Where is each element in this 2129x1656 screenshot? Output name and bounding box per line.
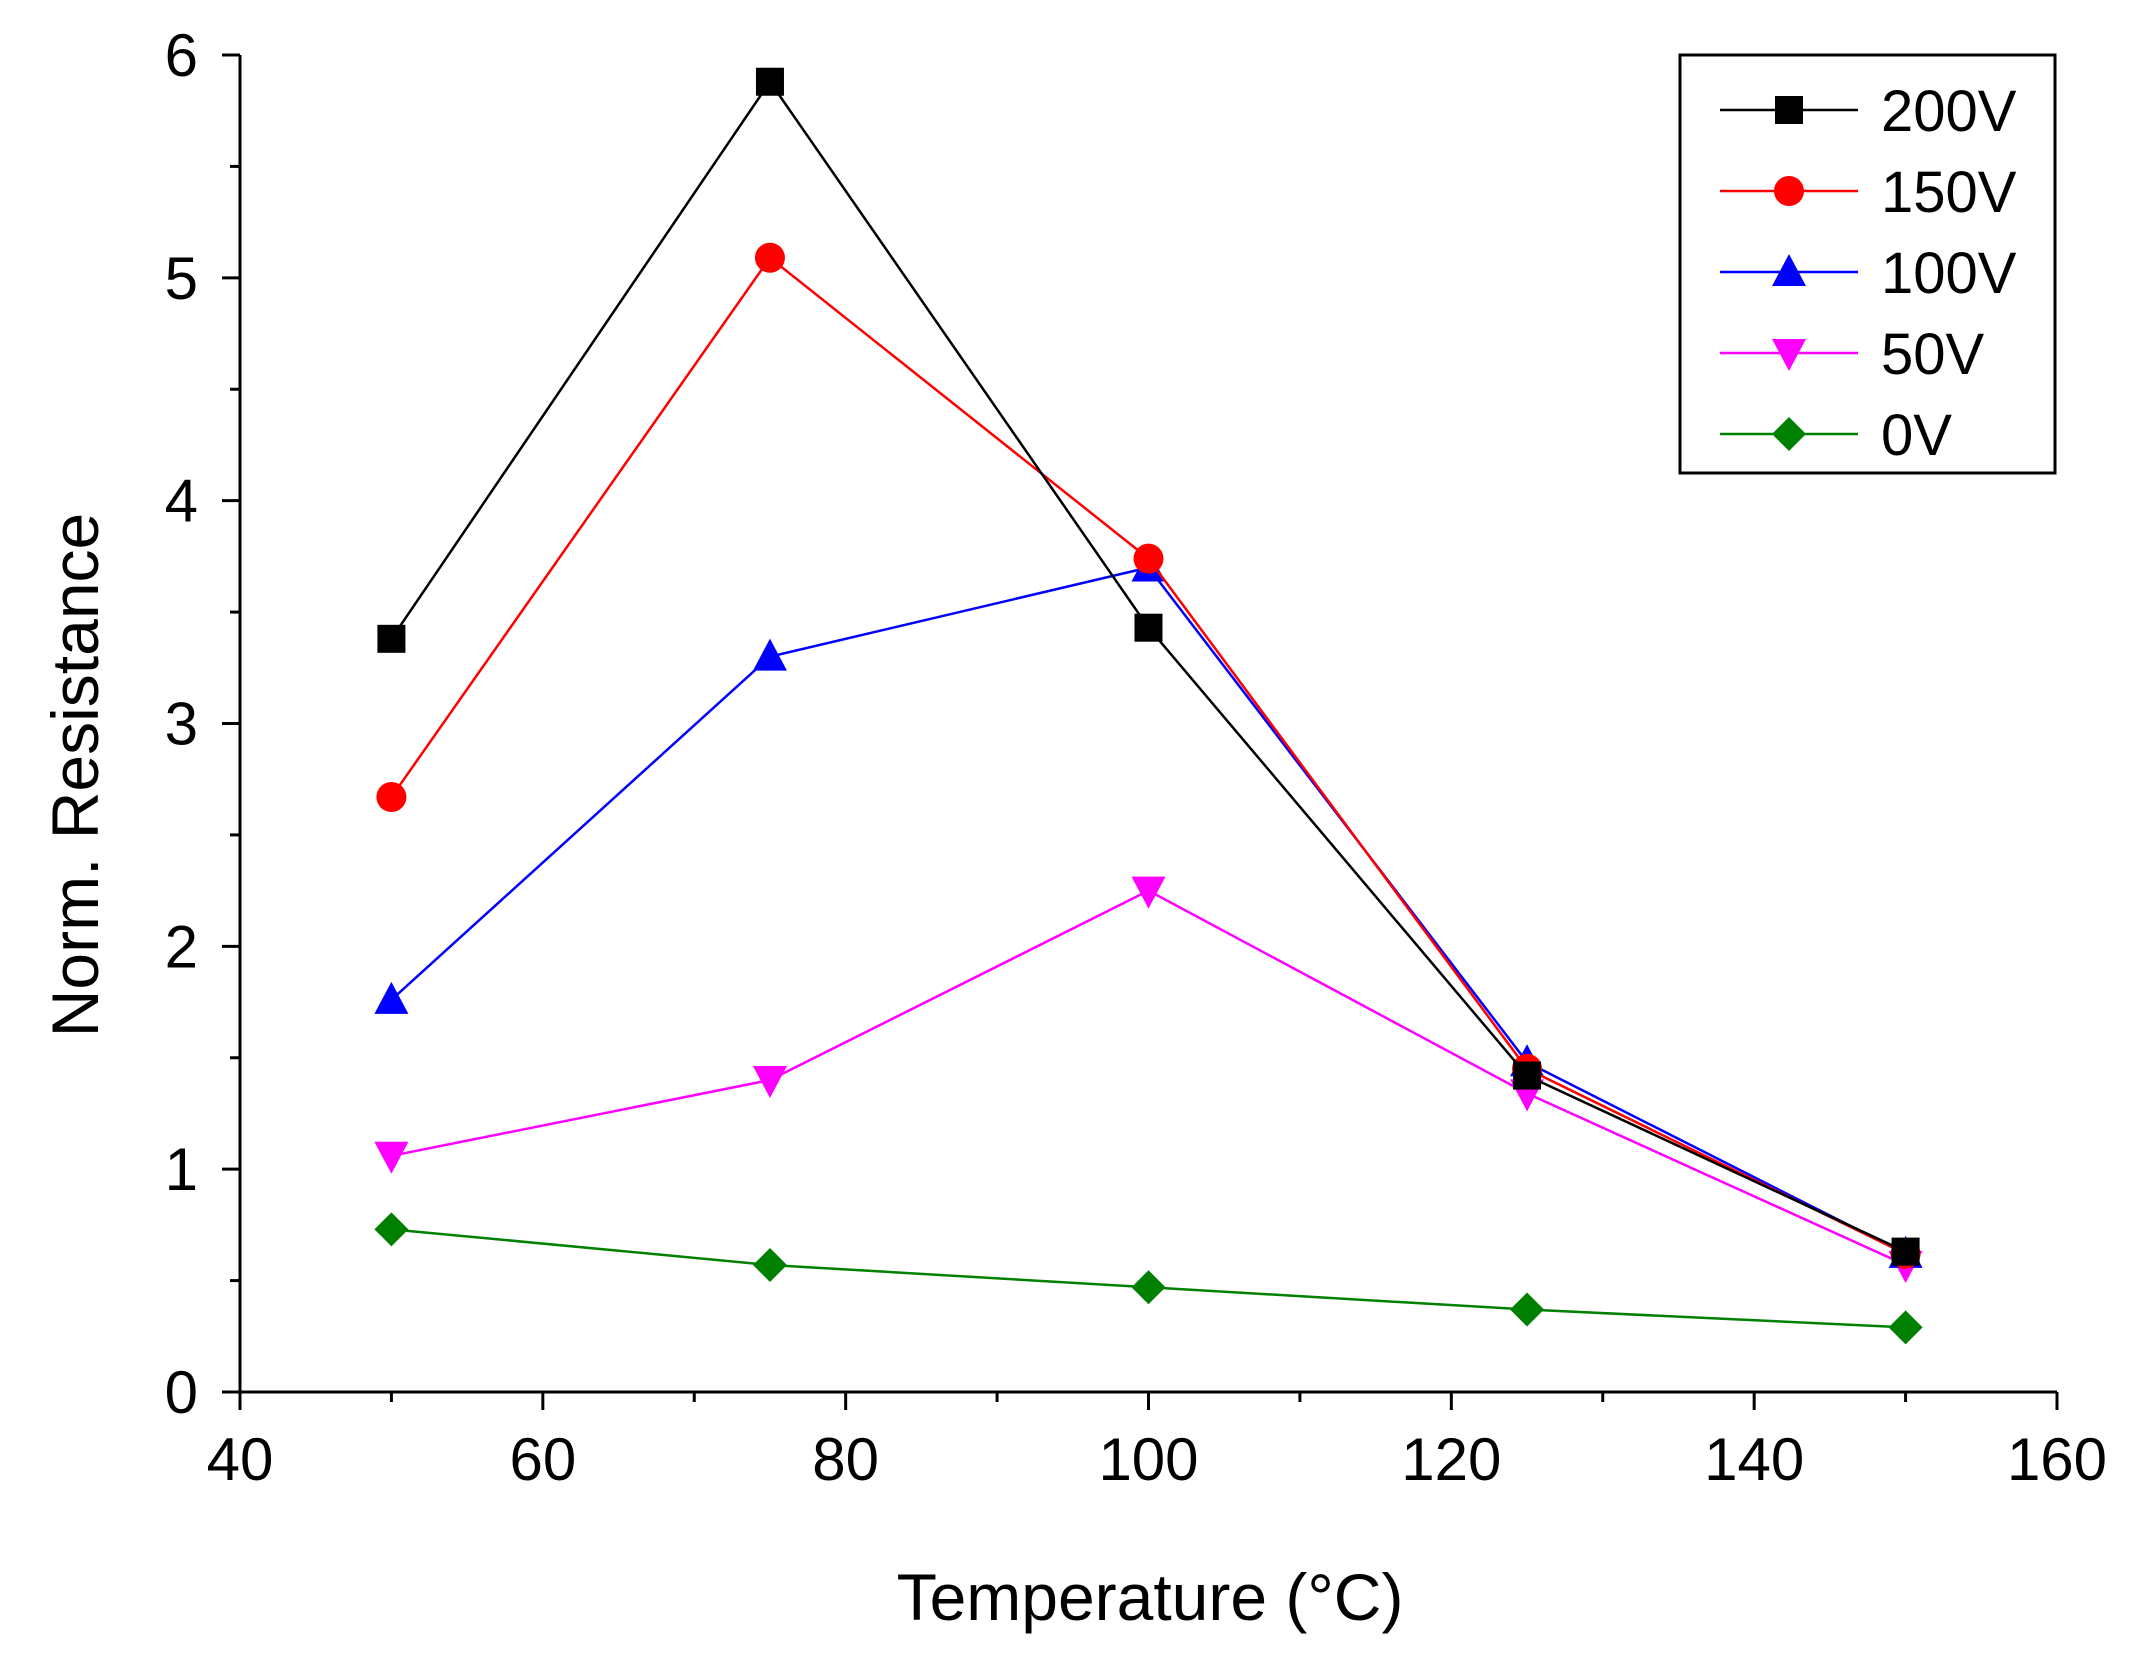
y-tick-label: 0 <box>165 1359 198 1426</box>
legend-label: 150V <box>1881 160 2017 225</box>
data-point <box>755 67 784 96</box>
legend-label: 50V <box>1881 322 1985 387</box>
legend: 200V 150V 100V 50V 0V <box>1678 53 2057 475</box>
x-tick-label: 120 <box>1401 1426 1501 1493</box>
data-point <box>1131 1270 1166 1305</box>
y-tick-label: 6 <box>165 22 198 89</box>
x-tick-label: 40 <box>207 1426 274 1493</box>
axes: 40 60 80 100 120 140 160 0 1 2 3 4 5 6 <box>165 22 2107 1493</box>
legend-entry: 50V <box>1720 322 1985 387</box>
data-point <box>752 1247 787 1282</box>
data-point <box>1133 543 1164 574</box>
data-point <box>374 1141 409 1174</box>
legend-marker <box>1772 417 1806 451</box>
data-point <box>1888 1310 1923 1345</box>
y-tick-label: 2 <box>165 913 198 980</box>
legend-entry: 200V <box>1720 79 2017 144</box>
legend-label: 0V <box>1881 403 1952 468</box>
data-point <box>376 782 407 813</box>
y-tick-label: 3 <box>165 691 198 758</box>
series-group <box>374 67 1923 1345</box>
data-point <box>374 1212 409 1247</box>
legend-marker <box>1774 176 1804 206</box>
x-tick-label: 100 <box>1098 1426 1198 1493</box>
legend-entry: 100V <box>1720 241 2017 306</box>
y-tick-label: 5 <box>165 245 198 312</box>
data-point <box>754 242 785 273</box>
data-point <box>1891 1237 1920 1266</box>
legend-label: 100V <box>1881 241 2017 306</box>
x-tick-label: 140 <box>1704 1426 1804 1493</box>
legend-entry: 150V <box>1720 160 2017 225</box>
y-axis-title: Norm. Resistance <box>38 513 112 1038</box>
x-tick-label: 160 <box>2007 1426 2107 1493</box>
series-200V <box>377 67 1920 1266</box>
legend-label: 200V <box>1881 79 2017 144</box>
legend-marker <box>1772 339 1806 371</box>
data-point <box>752 1066 787 1099</box>
y-tick-label: 4 <box>165 468 198 535</box>
series-0V <box>374 1212 1923 1345</box>
data-point <box>1510 1292 1545 1327</box>
legend-marker <box>1775 96 1803 124</box>
data-point <box>752 638 787 671</box>
data-point <box>1131 876 1166 909</box>
legend-box <box>1678 53 2057 475</box>
data-point <box>374 981 409 1014</box>
x-axis-title: Temperature (°C) <box>897 1560 1404 1634</box>
x-tick-label: 60 <box>509 1426 576 1493</box>
y-tick-label: 1 <box>165 1136 198 1203</box>
legend-entry: 0V <box>1720 403 1952 468</box>
data-point <box>1513 1061 1542 1090</box>
x-tick-label: 80 <box>812 1426 879 1493</box>
data-point <box>377 624 406 653</box>
data-point <box>1134 613 1163 642</box>
legend-marker <box>1772 254 1806 286</box>
